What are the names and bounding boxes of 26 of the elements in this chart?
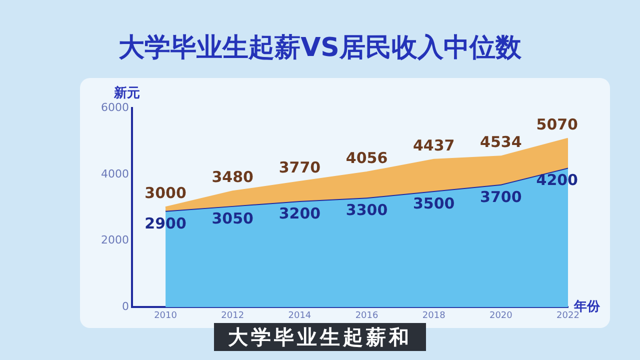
text: 大学毕业生起薪和 — [214, 323, 426, 351]
x-tick-label: 2016 — [355, 310, 378, 321]
y-tick-label: 0 — [122, 300, 129, 314]
x-tick-label: 2020 — [489, 310, 513, 321]
chart-title: 大学毕业生起薪VS居民收入中位数 — [118, 32, 522, 65]
y-axis-title: 新元 — [112, 84, 140, 101]
x-tick-label: 2010 — [154, 310, 178, 321]
data-label: 3480 — [212, 168, 254, 186]
data-label: 3200 — [278, 204, 321, 222]
data-label: 3000 — [144, 184, 186, 202]
data-label: 4534 — [480, 133, 522, 152]
x-tick-label: 2018 — [422, 310, 446, 321]
data-label: 5070 — [536, 115, 578, 134]
y-tick-label: 6000 — [100, 100, 129, 114]
data-label: 3050 — [212, 209, 254, 228]
x-tick-label: 2014 — [288, 310, 312, 321]
data-label: 3700 — [480, 188, 522, 206]
data-label: 4437 — [412, 136, 455, 154]
y-tick-label: 2000 — [100, 234, 129, 247]
x-tick-label: 2012 — [221, 310, 244, 321]
data-label: 4056 — [346, 148, 388, 167]
data-label: 3500 — [412, 194, 455, 212]
data-label: 3770 — [278, 158, 321, 176]
x-tick-label: 2022 — [556, 310, 580, 321]
y-tick-label: 4000 — [100, 167, 129, 180]
data-label: 3300 — [346, 201, 388, 220]
